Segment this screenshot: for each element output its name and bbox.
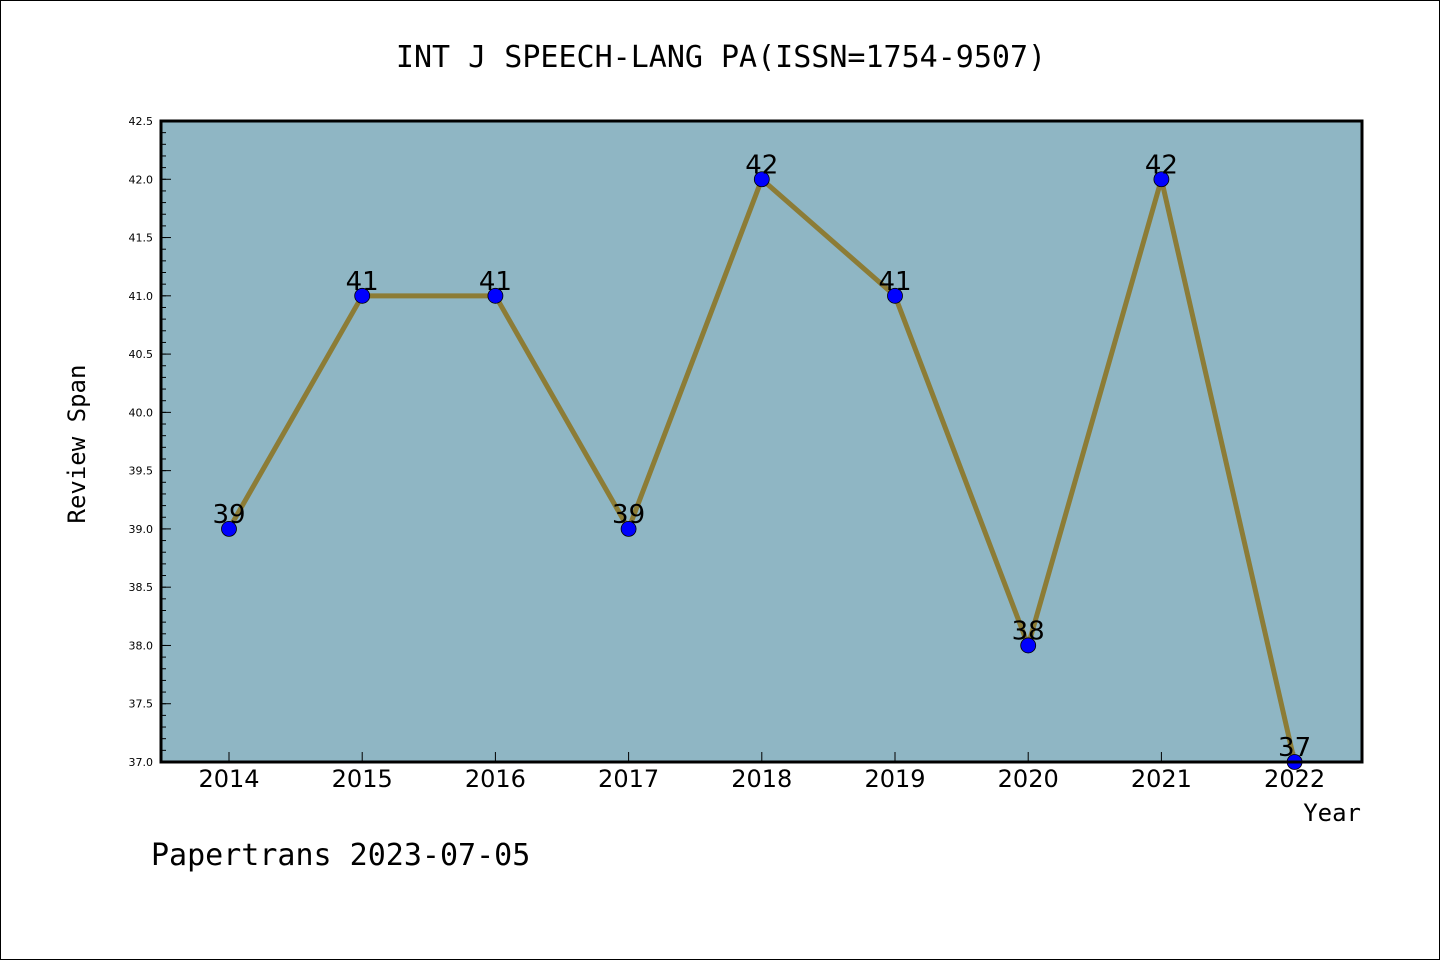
x-tick-label: 2015 bbox=[332, 765, 393, 793]
data-label: 42 bbox=[745, 150, 778, 180]
y-tick-label: 41.5 bbox=[129, 232, 154, 245]
data-point bbox=[753, 171, 770, 188]
data-label: 42 bbox=[1145, 150, 1178, 180]
chart-title: INT J SPEECH-LANG PA(ISSN=1754-9507) bbox=[396, 40, 1046, 75]
data-point bbox=[1153, 171, 1170, 188]
y-tick-label: 39.0 bbox=[129, 523, 154, 536]
y-tick-label: 38.5 bbox=[129, 581, 154, 594]
data-point bbox=[620, 521, 637, 537]
y-tick-label: 40.5 bbox=[129, 348, 154, 361]
plot-area bbox=[161, 121, 1362, 762]
data-point bbox=[354, 287, 371, 304]
y-tick-label: 39.5 bbox=[129, 465, 154, 478]
data-point bbox=[487, 287, 504, 304]
y-tick-label: 41.0 bbox=[129, 290, 154, 303]
data-label: 41 bbox=[346, 267, 379, 297]
x-tick-label: 2016 bbox=[465, 765, 526, 793]
data-point bbox=[887, 287, 903, 304]
data-label: 41 bbox=[878, 267, 911, 297]
data-label: 41 bbox=[479, 267, 512, 297]
data-label: 37 bbox=[1278, 733, 1311, 763]
y-tick-label: 42.0 bbox=[129, 173, 154, 186]
data-point bbox=[1020, 637, 1037, 654]
data-point bbox=[221, 521, 237, 537]
x-tick-label: 2014 bbox=[198, 765, 259, 793]
x-tick-label: 2021 bbox=[1131, 765, 1192, 793]
data-label: 39 bbox=[212, 500, 245, 530]
x-axis-ticks: 2014 2015 2016 2017 2018 2019 2020 2021 2022 bbox=[198, 752, 1325, 793]
data-label: 39 bbox=[612, 500, 645, 530]
x-tick-label: 2017 bbox=[598, 765, 659, 793]
y-tick-label: 42.5 bbox=[129, 115, 154, 128]
x-axis-label: Year bbox=[1303, 799, 1361, 827]
footer-text: Papertrans 2023-07-05 bbox=[151, 838, 530, 873]
x-tick-label: 2020 bbox=[998, 765, 1059, 793]
y-tick-label: 37.5 bbox=[129, 698, 154, 711]
y-axis-ticks: 37.0 37.5 38.0 38.5 39.0 39.5 40.0 40.5 41.0 41.5… bbox=[129, 115, 171, 769]
plot-border bbox=[159, 119, 1364, 764]
data-label: 38 bbox=[1012, 616, 1045, 646]
x-tick-label: 2018 bbox=[731, 765, 792, 793]
y-tick-label: 40.0 bbox=[129, 406, 154, 419]
series-markers bbox=[221, 171, 1303, 770]
data-labels: 39 41 41 39 42 41 38 42 37 bbox=[212, 150, 1311, 763]
x-tick-label: 2019 bbox=[864, 765, 925, 793]
y-axis-label: Review Span bbox=[63, 365, 91, 524]
y-tick-label: 37.0 bbox=[129, 756, 154, 769]
y-tick-label: 38.0 bbox=[129, 639, 154, 652]
